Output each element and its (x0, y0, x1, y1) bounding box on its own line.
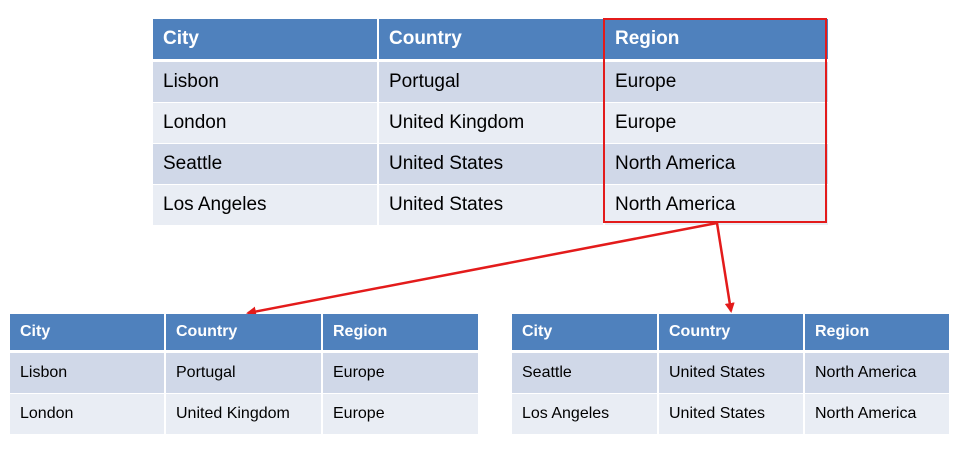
header-city: City (512, 314, 659, 353)
table-row: Seattle United States North America (153, 143, 828, 185)
cell-country: Portugal (378, 60, 605, 103)
north-america-table: City Country Region Seattle United State… (512, 314, 949, 435)
cell-city: Lisbon (10, 351, 166, 394)
cell-region: Europe (322, 393, 478, 435)
table-row: Seattle United States North America (512, 351, 949, 394)
header-city: City (153, 19, 379, 62)
source-table: City Country Region Lisbon Portugal Euro… (153, 19, 828, 226)
cell-country: United States (658, 351, 805, 394)
arrow-to-north-america-table (715, 222, 735, 313)
cell-country: United States (658, 393, 805, 435)
cell-region: Europe (322, 351, 478, 394)
header-region: Region (804, 314, 949, 353)
header-country: Country (658, 314, 805, 353)
table-row: London United Kingdom Europe (153, 102, 828, 144)
table-row: London United Kingdom Europe (10, 393, 478, 435)
cell-city: London (153, 102, 379, 144)
header-country: Country (378, 19, 605, 62)
cell-region: North America (804, 351, 949, 394)
cell-city: London (10, 393, 166, 435)
cell-city: Los Angeles (153, 184, 379, 226)
cell-region: North America (604, 184, 828, 226)
table-header-row: City Country Region (153, 19, 828, 62)
table-row: Lisbon Portugal Europe (10, 351, 478, 394)
cell-country: United Kingdom (165, 393, 323, 435)
header-country: Country (165, 314, 323, 353)
cell-region: North America (604, 143, 828, 185)
cell-region: North America (804, 393, 949, 435)
europe-table: City Country Region Lisbon Portugal Euro… (10, 314, 478, 435)
cell-city: Los Angeles (512, 393, 659, 435)
header-region: Region (604, 19, 828, 62)
arrow-to-europe-table (246, 221, 718, 317)
cell-region: Europe (604, 102, 828, 144)
header-city: City (10, 314, 166, 353)
header-region: Region (322, 314, 478, 353)
table-row: Los Angeles United States North America (153, 184, 828, 226)
cell-city: Seattle (512, 351, 659, 394)
table-header-row: City Country Region (512, 314, 949, 353)
table-row: Lisbon Portugal Europe (153, 60, 828, 103)
cell-city: Seattle (153, 143, 379, 185)
cell-country: United States (378, 184, 605, 226)
cell-country: Portugal (165, 351, 323, 394)
table-row: Los Angeles United States North America (512, 393, 949, 435)
cell-city: Lisbon (153, 60, 379, 103)
cell-region: Europe (604, 60, 828, 103)
table-header-row: City Country Region (10, 314, 478, 353)
cell-country: United States (378, 143, 605, 185)
cell-country: United Kingdom (378, 102, 605, 144)
